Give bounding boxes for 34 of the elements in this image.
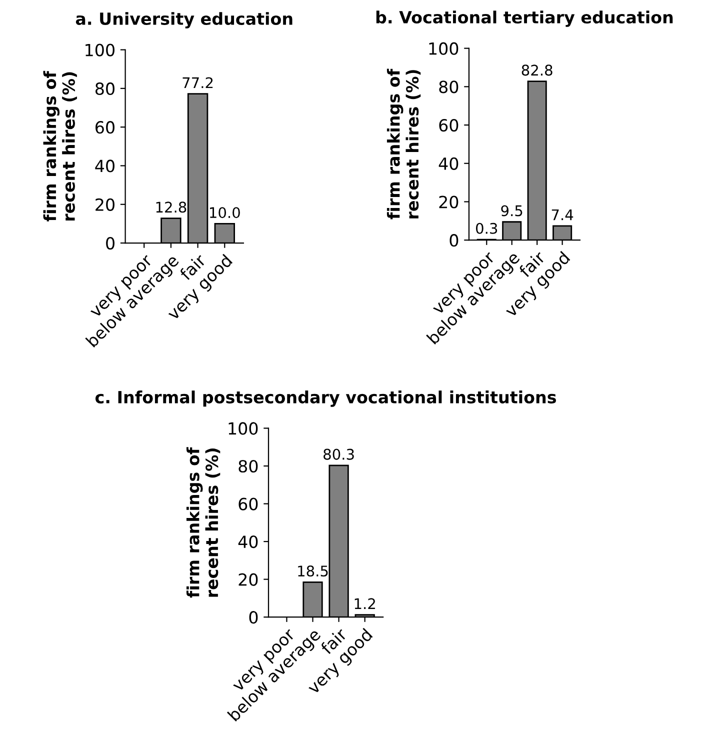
- y-tick-label: 0: [450, 234, 458, 247]
- y-tick-label: 40: [95, 160, 114, 172]
- y-axis-title: firm rankings of recent hires (%): [186, 447, 220, 598]
- y-tick-label: 0: [249, 611, 258, 624]
- y-tick-label: 100: [86, 44, 114, 56]
- y-tick-label: 60: [439, 118, 458, 132]
- data-label: 80.3: [324, 448, 354, 460]
- y-tick-label: 40: [438, 157, 458, 170]
- chart-title: a. University education: [76, 12, 292, 28]
- data-label: 7.4: [552, 209, 574, 220]
- data-label: 12.8: [156, 202, 186, 213]
- y-axis-title: firm rankings of recent hires (%): [43, 70, 77, 222]
- data-label: 9.5: [501, 205, 522, 216]
- y-tick-label: 20: [96, 198, 114, 211]
- y-axis-title: firm rankings of recent hires (%): [386, 68, 421, 220]
- chart-title: c. Informal postsecondary vocational institutions: [95, 390, 556, 407]
- y-tick-label: 60: [238, 498, 258, 510]
- data-label: 77.2: [182, 77, 213, 88]
- y-tick-label: 20: [238, 573, 258, 586]
- data-label: 10.0: [210, 207, 240, 218]
- y-tick-label: 80: [96, 82, 114, 95]
- y-tick-label: 80: [238, 460, 258, 473]
- data-label: 18.5: [298, 566, 328, 577]
- data-label: 0.3: [476, 222, 498, 234]
- y-tick-label: 60: [96, 121, 114, 134]
- data-label: 1.2: [354, 598, 375, 609]
- y-tick-label: 100: [228, 422, 258, 435]
- y-tick-label: 100: [429, 42, 458, 55]
- y-tick-label: 80: [439, 80, 458, 94]
- y-tick-label: 0: [106, 236, 114, 250]
- data-label: 82.8: [522, 64, 552, 76]
- y-tick-label: 20: [439, 196, 458, 208]
- y-tick-label: 40: [238, 535, 258, 548]
- chart-title: b. Vocational tertiary education: [376, 10, 673, 27]
